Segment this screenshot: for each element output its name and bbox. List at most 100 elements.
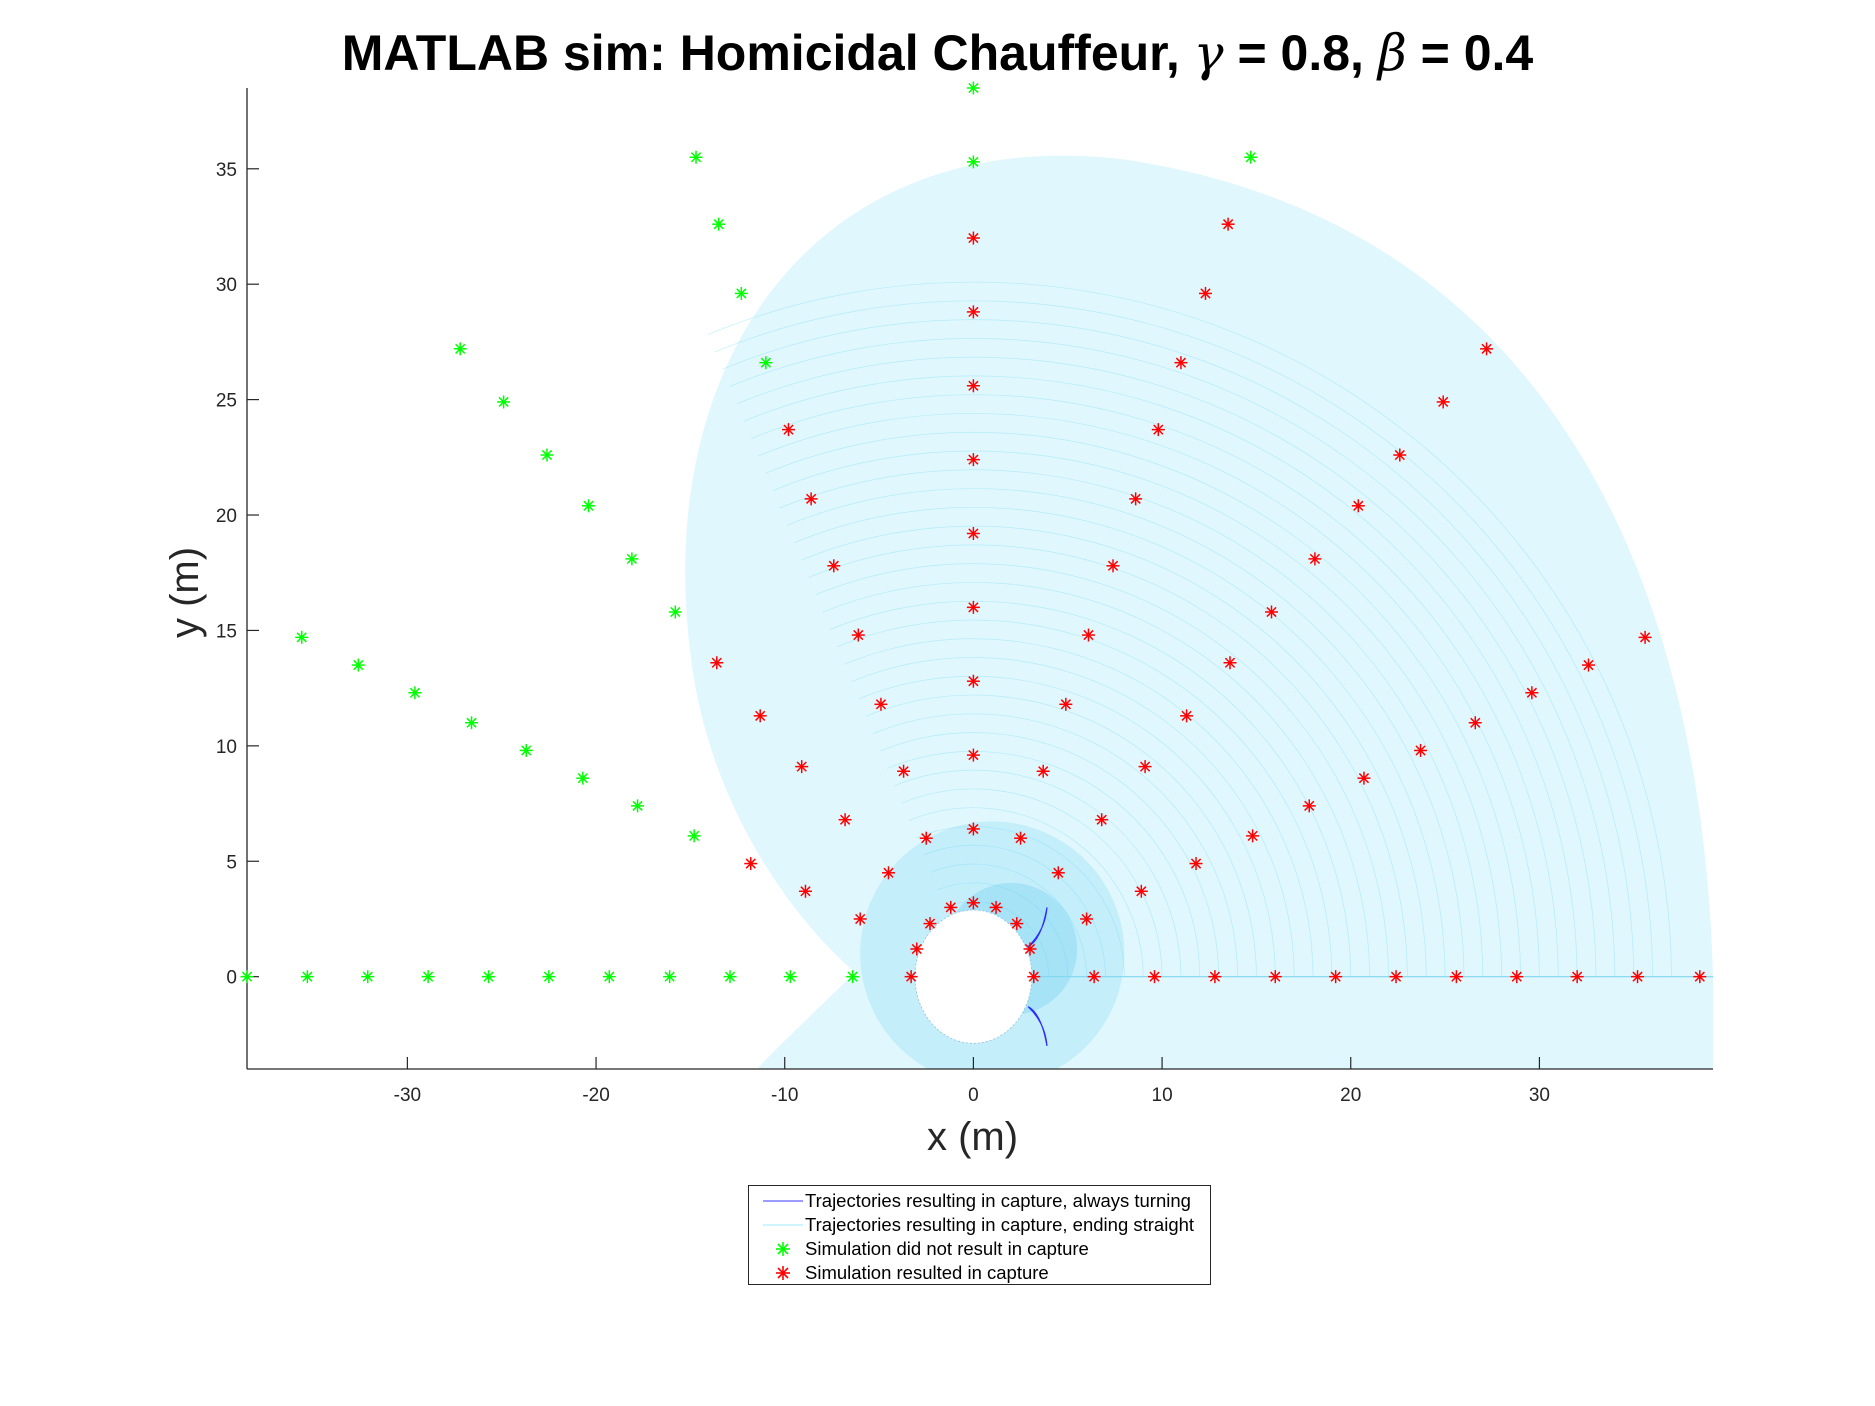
trajectory-turning-upper bbox=[1027, 907, 1048, 948]
gamma-symbol: γ bbox=[1193, 24, 1224, 82]
no-capture-point bbox=[689, 150, 703, 164]
y-tick-label: 15 bbox=[216, 621, 237, 642]
capture-point bbox=[881, 866, 895, 880]
capture-point bbox=[1221, 217, 1235, 231]
capture-point bbox=[1223, 656, 1237, 670]
trajectory-arc bbox=[923, 844, 1106, 977]
trajectory-arc bbox=[715, 300, 1653, 977]
trajectory-arc bbox=[765, 431, 1521, 977]
capture-point bbox=[1208, 970, 1222, 984]
capture-point bbox=[1436, 395, 1450, 409]
capture-point bbox=[1189, 857, 1203, 871]
capture-point bbox=[1468, 716, 1482, 730]
no-capture-point bbox=[723, 970, 737, 984]
trajectory-arc bbox=[944, 901, 1050, 977]
no-capture-point bbox=[734, 286, 748, 300]
no-capture-point bbox=[1244, 150, 1258, 164]
capture-point bbox=[1480, 342, 1494, 356]
y-tick-label: 20 bbox=[216, 506, 237, 527]
capture-point bbox=[966, 674, 980, 688]
x-tick-label: -10 bbox=[771, 1085, 798, 1106]
trajectory-arc bbox=[915, 826, 1125, 977]
trajectory-arc bbox=[808, 544, 1408, 977]
no-capture-point bbox=[482, 970, 496, 984]
trajectory-arc bbox=[729, 338, 1616, 977]
trajectory-arc bbox=[901, 788, 1163, 977]
capture-point bbox=[1581, 658, 1595, 672]
trajectory-arc bbox=[758, 413, 1540, 977]
no-capture-point bbox=[846, 970, 860, 984]
no-capture-point bbox=[966, 81, 980, 95]
trajectory-arc bbox=[887, 751, 1201, 977]
legend-label-no-capture: Simulation did not result in capture bbox=[805, 1238, 1089, 1259]
trajectory-arc bbox=[865, 694, 1257, 977]
no-capture-point bbox=[663, 970, 677, 984]
x-tick-label: 0 bbox=[968, 1085, 979, 1106]
capture-point bbox=[1027, 970, 1041, 984]
capture-point bbox=[1036, 764, 1050, 778]
legend-item-no-capture: Simulation did not result in capture bbox=[749, 1237, 1209, 1261]
chart-title: MATLAB sim: Homicidal Chauffeur, γ = 0.8… bbox=[0, 24, 1875, 82]
trajectory-arc bbox=[930, 863, 1087, 977]
title-beta-value: = 0.4 bbox=[1406, 25, 1534, 81]
trajectory-layer bbox=[685, 155, 1713, 1069]
capture-point bbox=[1329, 970, 1343, 984]
capture-point bbox=[1051, 866, 1065, 880]
no-capture-point bbox=[582, 499, 596, 513]
points-layer bbox=[240, 81, 1707, 984]
capture-point bbox=[1570, 970, 1584, 984]
capture-point bbox=[1106, 559, 1120, 573]
no-capture-point bbox=[759, 356, 773, 370]
capture-point bbox=[1357, 771, 1371, 785]
capture-point bbox=[966, 600, 980, 614]
trajectory-arc bbox=[751, 394, 1559, 977]
no-capture-point bbox=[668, 605, 682, 619]
y-tick-label: 10 bbox=[216, 737, 237, 758]
capture-point bbox=[827, 559, 841, 573]
axes: -30 -20 -10 0 10 20 30 0 5 10 15 20 25 30 35 bbox=[216, 88, 1713, 1106]
capture-point bbox=[1638, 630, 1652, 644]
capture-point bbox=[1095, 813, 1109, 827]
no-capture-point bbox=[542, 970, 556, 984]
legend-label-always-turning: Trajectories resulting in capture, alway… bbox=[805, 1190, 1191, 1211]
legend-item-ending-straight: Trajectories resulting in capture, endin… bbox=[749, 1213, 1209, 1237]
trajectory-arc bbox=[707, 281, 1672, 977]
capture-point bbox=[1129, 492, 1143, 506]
capture-point bbox=[966, 231, 980, 245]
capture-point bbox=[1134, 884, 1148, 898]
trajectory-arc bbox=[786, 488, 1465, 977]
legend-label-ending-straight: Trajectories resulting in capture, endin… bbox=[805, 1214, 1195, 1235]
legend: Trajectories resulting in capture, alway… bbox=[748, 1185, 1211, 1285]
no-capture-point bbox=[421, 970, 435, 984]
y-tick-label: 25 bbox=[216, 391, 237, 412]
trajectory-arc bbox=[837, 619, 1333, 977]
capture-point bbox=[1174, 356, 1188, 370]
trajectory-arc bbox=[815, 563, 1389, 977]
capture-point bbox=[923, 917, 937, 931]
x-axis-label: x (m) bbox=[927, 1115, 1019, 1159]
capture-point bbox=[989, 900, 1003, 914]
capture-point bbox=[744, 857, 758, 871]
no-capture-point bbox=[966, 155, 980, 169]
no-capture-point bbox=[519, 743, 533, 757]
capture-point bbox=[1246, 829, 1260, 843]
capture-point bbox=[966, 748, 980, 762]
capture-point bbox=[798, 884, 812, 898]
no-capture-point bbox=[497, 395, 511, 409]
no-capture-point bbox=[351, 658, 365, 672]
capture-point bbox=[919, 831, 933, 845]
trajectory-arc bbox=[772, 450, 1503, 977]
trajectory-arc bbox=[822, 582, 1370, 977]
capture-point bbox=[1014, 831, 1028, 845]
capture-point bbox=[710, 656, 724, 670]
capture-point bbox=[1148, 970, 1162, 984]
capture-point bbox=[1693, 970, 1707, 984]
y-axis-label: y (m) bbox=[163, 546, 208, 639]
capture-point bbox=[1510, 970, 1524, 984]
x-tick-label: 30 bbox=[1529, 1085, 1550, 1106]
no-capture-point bbox=[687, 829, 701, 843]
capture-point bbox=[1023, 942, 1037, 956]
trajectory-arc bbox=[801, 525, 1427, 977]
y-tick-label: 0 bbox=[226, 968, 237, 989]
